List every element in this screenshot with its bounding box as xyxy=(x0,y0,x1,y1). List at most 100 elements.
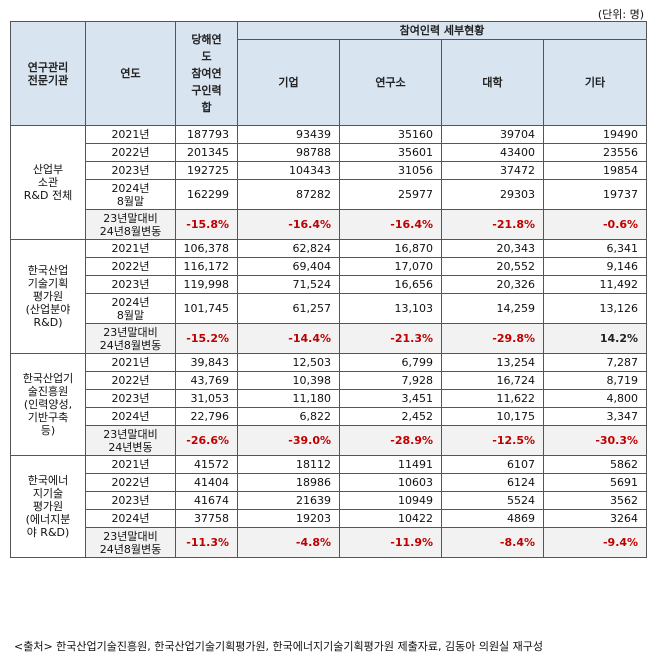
org-name: 한국산업기 술진흥원 (인력양성, 기반구축 등) xyxy=(10,353,86,456)
value-cell: 5691 xyxy=(542,473,648,492)
header-total: 당해연 도 참여연 구인력 합 xyxy=(175,21,238,126)
table-row: 한국산업 기술기획 평가원 (산업분야 R&D) 2021년 106,378 62,8… xyxy=(10,239,648,354)
value-cell: 16,724 xyxy=(441,371,544,390)
source-note: <출처> 한국산업기술진흥원, 한국산업기술기획평가원, 한국에너지기술기획평가… xyxy=(14,640,544,653)
value-cell: 10,398 xyxy=(237,371,340,390)
year-cell: 2024년 8월말 xyxy=(85,179,176,210)
table-row: 2024년 8월말 162299 87282 25977 29303 19737 xyxy=(11,179,648,210)
change-value: -29.8% xyxy=(441,323,544,354)
value-cell: 3,451 xyxy=(339,389,442,408)
year-cell: 2021년 xyxy=(85,455,176,474)
value-cell: 39704 xyxy=(441,125,544,144)
value-cell: 71,524 xyxy=(237,275,340,294)
year-cell: 2023년 xyxy=(85,275,176,294)
value-cell: 14,259 xyxy=(441,293,544,324)
table-row: 2022년 201345 98788 35601 43400 23556 xyxy=(11,143,648,162)
header-other: 기타 xyxy=(542,39,648,126)
total-cell: 41572 xyxy=(175,455,238,474)
total-cell: 119,998 xyxy=(175,275,238,294)
year-cell: 2023년 xyxy=(85,161,176,180)
total-cell: 192725 xyxy=(175,161,238,180)
change-value: -21.3% xyxy=(339,323,442,354)
table-row: 2023년 192725 104343 31056 37472 19854 xyxy=(11,161,648,180)
change-value: -12.5% xyxy=(441,425,544,456)
value-cell: 10603 xyxy=(339,473,442,492)
total-cell: 106,378 xyxy=(175,239,238,258)
change-value: -11.3% xyxy=(175,527,238,558)
value-cell: 20,326 xyxy=(441,275,544,294)
header-org: 연구관리 전문기관 xyxy=(10,21,86,126)
value-cell: 98788 xyxy=(237,143,340,162)
value-cell: 11,180 xyxy=(237,389,340,408)
value-cell: 9,146 xyxy=(542,257,648,276)
value-cell: 12,503 xyxy=(237,353,340,372)
header-company: 기업 xyxy=(237,39,340,126)
total-cell: 201345 xyxy=(175,143,238,162)
header-group: 참여인력 세부현황 xyxy=(236,21,648,40)
total-cell: 101,745 xyxy=(175,293,238,324)
total-cell: 187793 xyxy=(175,125,238,144)
table-row: 2023년 31,053 11,180 3,451 11,622 4,800 xyxy=(11,389,648,408)
value-cell: 6107 xyxy=(441,455,544,474)
year-cell: 2022년 xyxy=(85,473,176,492)
change-label: 23년말대비 24년변동 xyxy=(85,425,176,456)
total-cell: 37758 xyxy=(175,509,238,528)
table-row: 2024년 37758 19203 10422 4869 3264 xyxy=(11,509,648,528)
change-value: -28.9% xyxy=(339,425,442,456)
change-value: -8.4% xyxy=(441,527,544,558)
change-label: 23년말대비 24년8월변동 xyxy=(85,209,176,240)
change-row: 23년말대비 24년8월변동 -15.8% -16.4% -16.4% -21.8% -0… xyxy=(11,209,648,240)
total-cell: 162299 xyxy=(175,179,238,210)
unit-label: (단위: 명) xyxy=(597,8,644,21)
value-cell: 20,552 xyxy=(441,257,544,276)
value-cell: 35160 xyxy=(339,125,442,144)
change-value: -21.8% xyxy=(441,209,544,240)
total-cell: 41674 xyxy=(175,491,238,510)
org-name: 한국에너 지기술 평가원 (에너지분 야 R&D) xyxy=(10,455,86,558)
change-label: 23년말대비 24년8월변동 xyxy=(85,527,176,558)
value-cell: 4,800 xyxy=(542,389,648,408)
value-cell: 13,103 xyxy=(339,293,442,324)
table-row: 2024년 8월말 101,745 61,257 13,103 14,259 13,126 xyxy=(11,293,648,324)
change-value: -26.6% xyxy=(175,425,238,456)
value-cell: 61,257 xyxy=(237,293,340,324)
change-value: -4.8% xyxy=(237,527,340,558)
table-row: 2023년 41674 21639 10949 5524 3562 xyxy=(11,491,648,510)
value-cell: 13,126 xyxy=(542,293,648,324)
change-row: 23년말대비 24년8월변동 -15.2% -14.4% -21.3% -29.8% 14… xyxy=(11,323,648,354)
header-university: 대학 xyxy=(441,39,544,126)
value-cell: 6124 xyxy=(441,473,544,492)
value-cell: 37472 xyxy=(441,161,544,180)
table-header: 연구관리 전문기관 연도 당해연 도 참여연 구인력 합 참여인력 세부현황 기… xyxy=(10,21,648,126)
value-cell: 2,452 xyxy=(339,407,442,426)
value-cell: 18112 xyxy=(237,455,340,474)
year-cell: 2023년 xyxy=(85,491,176,510)
value-cell: 43400 xyxy=(441,143,544,162)
table-row: 한국산업기 술진흥원 (인력양성, 기반구축 등) 2021년 39,843 12,5… xyxy=(10,353,648,456)
header-institute: 연구소 xyxy=(339,39,442,126)
total-cell: 43,769 xyxy=(175,371,238,390)
org-name: 산업부 소관 R&D 전체 xyxy=(10,125,86,240)
value-cell: 7,287 xyxy=(542,353,648,372)
year-cell: 2022년 xyxy=(85,371,176,390)
table-row: 산업부 소관 R&D 전체 2021년 187793 93439 35160 39704 1… xyxy=(10,125,648,240)
value-cell: 69,404 xyxy=(237,257,340,276)
value-cell: 10,175 xyxy=(441,407,544,426)
change-value: -0.6% xyxy=(542,209,648,240)
value-cell: 10949 xyxy=(339,491,442,510)
value-cell: 7,928 xyxy=(339,371,442,390)
year-cell: 2021년 xyxy=(85,353,176,372)
year-cell: 2021년 xyxy=(85,125,176,144)
change-value: -16.4% xyxy=(339,209,442,240)
value-cell: 29303 xyxy=(441,179,544,210)
value-cell: 3264 xyxy=(542,509,648,528)
org-name: 한국산업 기술기획 평가원 (산업분야 R&D) xyxy=(10,239,86,354)
change-value: -9.4% xyxy=(542,527,648,558)
value-cell: 20,343 xyxy=(441,239,544,258)
change-value: -39.0% xyxy=(237,425,340,456)
year-cell: 2023년 xyxy=(85,389,176,408)
value-cell: 6,799 xyxy=(339,353,442,372)
value-cell: 62,824 xyxy=(237,239,340,258)
value-cell: 11491 xyxy=(339,455,442,474)
year-cell: 2021년 xyxy=(85,239,176,258)
